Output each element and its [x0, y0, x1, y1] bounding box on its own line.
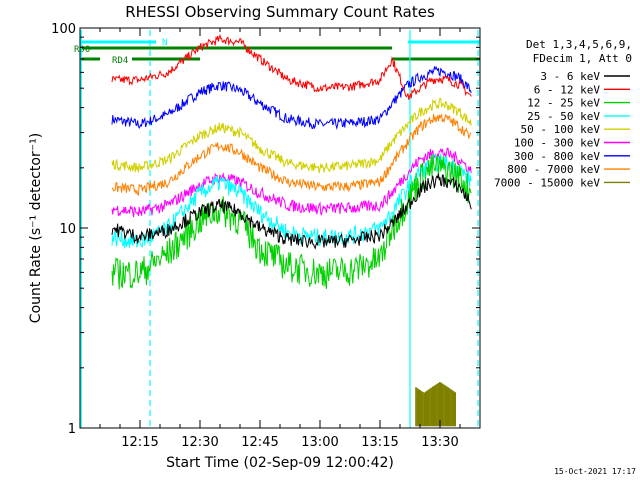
flag-label-n: N [162, 38, 167, 48]
legend-label: 50 - 100 keV [521, 123, 601, 136]
series-line-3-6kev [111, 173, 472, 250]
x-tick-label: 12:15 [121, 435, 158, 450]
series-line-50-100kev [111, 97, 472, 174]
x-tick-label: 12:45 [241, 435, 278, 450]
legend-label: 6 - 12 keV [534, 83, 601, 96]
x-tick-label: 12:30 [181, 435, 218, 450]
y-axis-ticks: 1 10 100 [51, 22, 480, 437]
x-tick-label: 13:15 [361, 435, 398, 450]
legend-label: 800 - 7000 keV [507, 163, 600, 176]
y-axis-label: Count Rate (s⁻¹ detector⁻¹) [28, 133, 44, 323]
legend-label: 3 - 6 keV [540, 70, 600, 83]
legend-label: 12 - 25 keV [527, 97, 600, 110]
chart-title: RHESSI Observing Summary Count Rates [125, 3, 435, 21]
y-tick-label: 1 [68, 422, 76, 437]
date-stamp: 15-Oct-2021 17:17 [554, 467, 636, 476]
legend-label: 7000 - 15000 keV [494, 176, 600, 189]
x-tick-label: 13:30 [421, 435, 458, 450]
flag-layer: N RD0 RD4 [74, 38, 480, 66]
x-axis-label: Start Time (02-Sep-09 12:00:42) [166, 455, 394, 471]
series-line-6-12kev [111, 33, 472, 100]
y-tick-label: 100 [51, 22, 76, 37]
series-line-12-25kev [111, 154, 472, 290]
series-line-300-800kev [111, 65, 472, 131]
flag-label-rd4: RD4 [112, 56, 128, 66]
legend-header-line-1: Det 1,3,4,5,6,9, [526, 38, 632, 51]
series-line-800-7000kev [111, 113, 472, 197]
series-layer [111, 33, 472, 427]
series-line-100-300kev [111, 147, 472, 218]
legend-label: 25 - 50 keV [527, 110, 600, 123]
x-axis-ticks: 12:15 12:30 12:45 13:00 13:15 13:30 [79, 28, 481, 450]
x-tick-label: 13:00 [301, 435, 338, 450]
legend-label: 100 - 300 keV [514, 137, 600, 150]
legend: Det 1,3,4,5,6,9, FDecim 1, Att 0 3 - 6 k… [494, 38, 632, 189]
legend-label: 300 - 800 keV [514, 150, 600, 163]
legend-header-line-2: FDecim 1, Att 0 [533, 52, 632, 65]
flag-label-rd0: RD0 [74, 45, 90, 55]
y-tick-label: 10 [59, 222, 76, 237]
